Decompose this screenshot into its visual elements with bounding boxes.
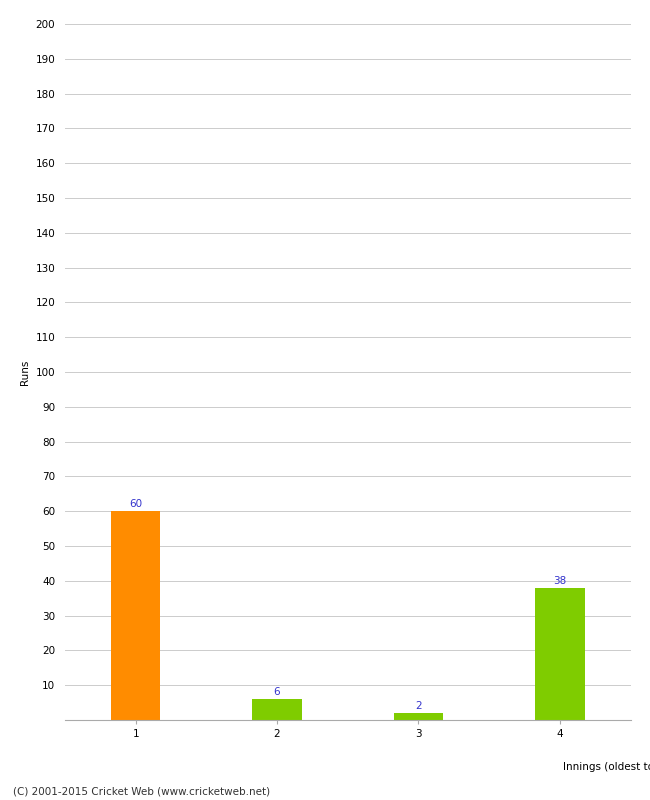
Text: (C) 2001-2015 Cricket Web (www.cricketweb.net): (C) 2001-2015 Cricket Web (www.cricketwe… [13,786,270,796]
Bar [535,588,584,720]
Text: 38: 38 [553,576,566,586]
Bar [111,511,161,720]
Text: 6: 6 [274,687,280,698]
Bar [252,699,302,720]
Text: 60: 60 [129,499,142,510]
Y-axis label: Runs: Runs [20,359,30,385]
Bar [394,713,443,720]
X-axis label: Innings (oldest to newest): Innings (oldest to newest) [563,762,650,772]
Text: 2: 2 [415,702,422,711]
